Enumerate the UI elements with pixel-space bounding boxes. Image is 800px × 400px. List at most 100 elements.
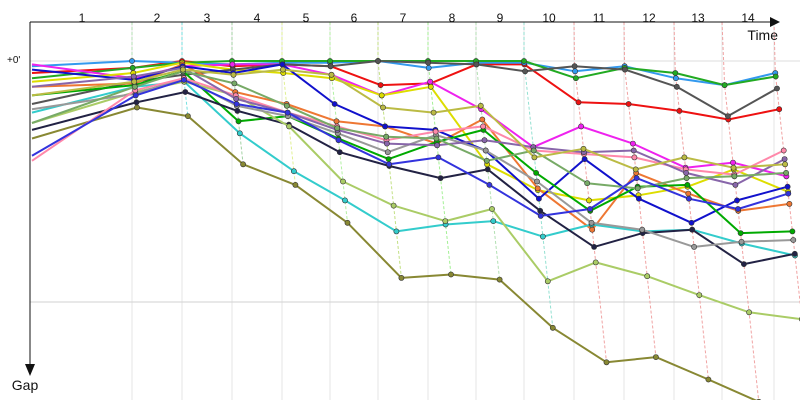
series-10-lap-3-point [236,130,243,137]
series-18-lap-3-point [233,101,240,107]
series-14-lap-9-point [534,178,540,185]
lap-label-2: 2 [154,11,161,25]
series-12-lap-10-point [592,259,599,266]
lap-label-9: 9 [497,11,504,25]
series-16-lap-8-point [481,137,488,144]
series-18-lap-1-point [132,92,139,99]
series-7-lap-10-point [589,226,596,233]
series-4-lap-3-point [229,61,236,68]
lap-label-10: 10 [542,11,556,25]
series-9-lap-3-point [235,118,242,125]
series-5-lap-7-point [427,83,434,90]
lap-label-3: 3 [204,11,211,25]
series-5-lap-6-point [378,92,385,99]
series-17-lap-10-point [584,180,591,187]
lap-label-12: 12 [642,11,656,25]
axis-labels: Time Gap +0' 1 2 3 4 5 6 7 8 9 10 11 12 13 14 [7,11,778,393]
series-13-lap-8-point [496,276,503,283]
series-18-lap-10-point [587,206,593,212]
series-8-lap-12-point [688,219,695,226]
series-4-lap-7-point [427,78,434,85]
series-15-lap-11-point [631,154,638,161]
series-11-lap-8-point [484,166,491,173]
series-8-lap-5-point [331,101,338,107]
series-10-lap-9-point [540,233,546,240]
series-19-lap-4-point [279,66,286,73]
series-18-lap-14-point [785,190,792,197]
series-19-lap-2-point [179,66,186,73]
series-1-lap-10-point [575,99,582,106]
series-17-lap-6-point [383,133,390,140]
lap-label-6: 6 [351,11,358,25]
series-13-lap-1-point [134,104,140,111]
series-line-13 [31,106,758,400]
series-6-lap-13-point [725,113,731,119]
series-3-lap-14-point [772,73,779,80]
series-17-lap-11-point [634,185,641,192]
series-12-lap-7-point [442,218,449,224]
series-7-lap-8-point [479,116,486,123]
lap-label-5: 5 [303,11,310,25]
series-12-lap-9-point [544,278,551,285]
series-8-lap-13-point [734,197,740,204]
series-17-lap-5-point [334,125,341,132]
series-18-lap-12-point [686,195,692,202]
series-18-lap-8-point [486,181,493,188]
series-13-lap-9-point [549,324,556,331]
series-7-lap-14-point [786,200,793,207]
series-17-lap-8-point [483,157,490,164]
series-9-lap-6-point [385,156,392,162]
lap-label-4: 4 [254,11,261,25]
series-8-lap-9-point [536,195,542,202]
series-13-lap-12-point [705,376,712,383]
lap-label-1: 1 [79,11,86,25]
series-12-lap-6-point [390,202,397,209]
series-17-lap-7-point [433,135,440,142]
series-7-lap-9-point [534,185,541,192]
series-17-lap-12-point [683,175,690,181]
series-16-lap-3-point [233,96,239,102]
series-9-lap-13-point [737,230,744,236]
series-1-lap-6-point [377,82,384,88]
series-19-lap-3-point [230,71,237,78]
series-13-lap-2-point [184,113,191,119]
series-6-lap-6-point [375,58,381,64]
series-11-lap-10-point [591,243,597,250]
series-19-lap-8-point [477,102,484,109]
series-13-lap-4-point [292,181,299,188]
series-13-lap-6-point [398,274,405,281]
series-17-lap-13-point [731,173,738,180]
series-11-lap-12-point [689,226,696,233]
series-19-lap-14-point [782,161,788,168]
series-18-lap-7-point [435,154,442,161]
series-16-lap-1-point [130,73,137,80]
lap-label-8: 8 [449,11,456,25]
series-3-lap-5-point [327,58,333,64]
series-5-lap-10-point [586,197,592,204]
series-9-lap-12-point [684,181,691,188]
series-2-lap-10-point [572,68,578,75]
series-18-lap-4-point [284,109,291,116]
series-15-lap-7-point [432,128,439,135]
series-3-lap-9-point [521,58,527,64]
series-12-lap-5-point [340,178,346,185]
series-13-lap-3-point [240,161,246,168]
series-6-lap-8-point [473,61,480,68]
series-6-lap-12-point [673,83,680,90]
series-19-lap-12-point [681,154,688,161]
series-7-lap-5-point [333,118,340,125]
time-axis-label: Time [747,27,778,43]
series-11-lap-3-point [234,108,241,114]
axes [25,17,780,376]
series-16-lap-11-point [630,147,637,154]
series-19-lap-11-point [632,166,639,173]
lap-label-11: 11 [593,11,606,25]
series-12-lap-8-point [489,206,495,212]
lap-label-7: 7 [400,11,407,25]
series-18-lap-9-point [537,212,544,219]
series-2-lap-7-point [425,65,432,71]
series-19-lap-7-point [430,109,437,116]
series-11-lap-5-point [336,149,343,156]
series-3-lap-13-point [721,82,728,88]
series-9-lap-14-point [789,228,796,235]
